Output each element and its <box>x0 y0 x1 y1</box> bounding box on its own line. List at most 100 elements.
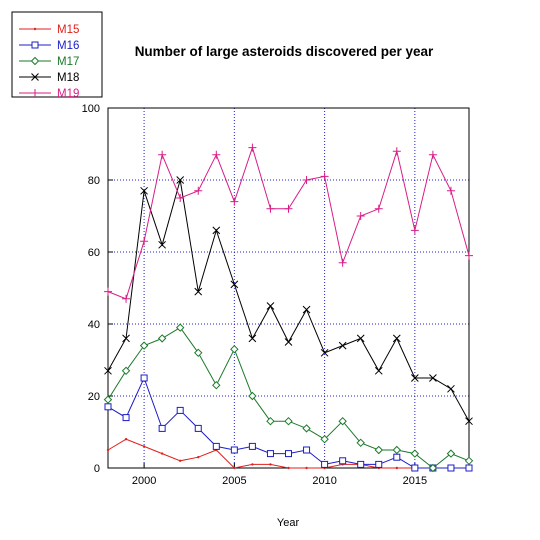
y-tick-label: 100 <box>82 103 100 115</box>
data-point-m18 <box>320 348 329 357</box>
data-point-m18 <box>410 374 419 382</box>
legend-marker-m17 <box>30 56 40 66</box>
data-point-m16 <box>266 450 274 458</box>
data-point-m18 <box>447 384 455 393</box>
data-point-m17 <box>410 449 420 458</box>
data-point-m15 <box>395 466 398 470</box>
y-tick-label: 80 <box>88 175 100 187</box>
data-point-m19 <box>374 204 383 213</box>
x-axis-label: Year <box>277 517 300 529</box>
y-tick-label: 40 <box>88 319 100 331</box>
data-point-m16 <box>140 374 148 382</box>
data-point-m16 <box>411 464 419 472</box>
data-point-m15 <box>251 463 254 466</box>
data-point-m17 <box>212 380 221 390</box>
data-point-m19 <box>302 176 311 184</box>
series-m17 <box>103 323 474 473</box>
data-point-m19 <box>392 147 401 156</box>
data-point-m17 <box>139 341 149 350</box>
data-point-m16 <box>158 424 166 432</box>
data-point-m18 <box>392 334 401 343</box>
data-point-m15 <box>269 463 272 466</box>
series-m18 <box>104 176 473 426</box>
y-tick-label: 20 <box>88 391 100 403</box>
x-tick-label: 2015 <box>403 475 427 487</box>
data-point-m19 <box>104 287 112 296</box>
series-m19 <box>104 143 473 303</box>
data-point-m16 <box>104 403 112 411</box>
data-point-m19 <box>122 294 131 303</box>
data-point-m18 <box>194 287 203 296</box>
data-point-m18 <box>356 334 365 343</box>
grid-lines <box>108 108 469 468</box>
data-point-m17 <box>446 449 456 458</box>
data-point-m18 <box>374 366 383 375</box>
data-point-m17 <box>302 424 311 433</box>
data-point-m19 <box>338 258 347 267</box>
data-point-m17 <box>157 334 167 343</box>
legend-marker-m19 <box>31 89 39 97</box>
data-point-m19 <box>410 226 419 235</box>
x-tick-label: 2000 <box>132 475 156 487</box>
data-point-m19 <box>212 150 221 159</box>
data-point-m15 <box>305 466 308 470</box>
data-point-m17 <box>392 445 402 455</box>
legend-marker-m15 <box>33 27 37 31</box>
legend <box>11 11 103 98</box>
legend-label-m15: M15 <box>57 24 79 36</box>
data-point-m19 <box>446 186 455 195</box>
data-point-m17 <box>338 416 347 426</box>
data-point-m18 <box>284 338 293 346</box>
data-point-m18 <box>338 341 347 350</box>
data-point-m15 <box>197 456 200 459</box>
data-point-m16 <box>339 457 347 465</box>
data-point-m17 <box>266 416 275 426</box>
data-point-m17 <box>428 463 438 473</box>
data-point-m19 <box>320 172 329 181</box>
data-point-m16 <box>303 446 311 454</box>
data-point-m18 <box>158 240 167 249</box>
data-point-m19 <box>248 143 257 152</box>
data-point-m15 <box>179 459 182 462</box>
data-point-m16 <box>321 460 329 468</box>
legend-label-m16: M16 <box>57 40 79 52</box>
data-point-m17 <box>175 323 185 332</box>
data-point-m18 <box>302 305 311 314</box>
data-point-m15 <box>233 466 236 470</box>
data-point-m15 <box>142 445 146 448</box>
data-point-m16 <box>393 453 401 461</box>
data-point-m17 <box>374 445 383 455</box>
data-point-m19 <box>230 197 239 206</box>
data-point-m16 <box>357 460 365 468</box>
data-point-m19 <box>356 212 365 220</box>
x-tick-label: 2010 <box>312 475 336 487</box>
y-tick-label: 60 <box>88 247 100 259</box>
data-point-m17 <box>464 456 474 466</box>
data-point-m16 <box>212 442 220 450</box>
legend-items: M15 M16 M17 M18 M19 <box>19 24 79 100</box>
data-point-m18 <box>429 374 437 382</box>
data-point-m18 <box>176 176 185 184</box>
data-point-m17 <box>356 438 365 448</box>
data-point-m19 <box>465 251 473 260</box>
data-point-m18 <box>140 186 148 195</box>
data-point-m18 <box>465 417 473 426</box>
series-m16 <box>104 374 473 472</box>
data-point-m19 <box>158 150 167 159</box>
series-layer <box>103 143 474 473</box>
data-point-m16 <box>285 450 292 458</box>
data-point-m15 <box>160 452 164 455</box>
data-point-m16 <box>248 442 256 450</box>
data-point-m16 <box>465 464 473 472</box>
data-point-m16 <box>447 464 455 472</box>
data-point-m16 <box>230 446 238 454</box>
data-point-m17 <box>320 434 329 444</box>
data-point-m18 <box>122 334 130 343</box>
data-point-m19 <box>176 194 185 202</box>
data-point-m15 <box>124 438 128 441</box>
data-point-m19 <box>284 204 293 213</box>
chart-title: Number of large asteroids discovered per… <box>135 44 434 59</box>
data-point-m17 <box>194 348 203 358</box>
data-point-m18 <box>212 226 221 235</box>
data-point-m16 <box>122 414 130 422</box>
